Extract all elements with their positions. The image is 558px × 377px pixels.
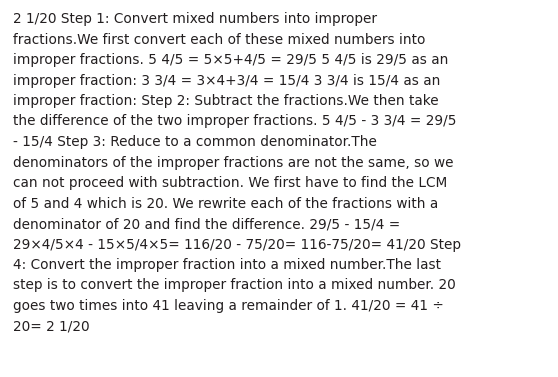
Text: improper fraction: 3 3/4 = 3×4+3/4 = 15/4 3 3/4 is 15/4 as an: improper fraction: 3 3/4 = 3×4+3/4 = 15/… xyxy=(13,74,440,87)
Text: 2 1/20 Step 1: Convert mixed numbers into improper: 2 1/20 Step 1: Convert mixed numbers int… xyxy=(13,12,377,26)
Text: 20= 2 1/20: 20= 2 1/20 xyxy=(13,319,90,334)
Text: denominators of the improper fractions are not the same, so we: denominators of the improper fractions a… xyxy=(13,155,454,170)
Text: goes two times into 41 leaving a remainder of 1. 41/20 = 41 ÷: goes two times into 41 leaving a remaind… xyxy=(13,299,444,313)
Text: improper fraction: Step 2: Subtract the fractions.We then take: improper fraction: Step 2: Subtract the … xyxy=(13,94,439,108)
Text: 4: Convert the improper fraction into a mixed number.The last: 4: Convert the improper fraction into a … xyxy=(13,258,441,272)
Text: can not proceed with subtraction. We first have to find the LCM: can not proceed with subtraction. We fir… xyxy=(13,176,448,190)
Text: 29×4/5×4 - 15×5/4×5= 116/20 - 75/20= 116-75/20= 41/20 Step: 29×4/5×4 - 15×5/4×5= 116/20 - 75/20= 116… xyxy=(13,238,461,251)
Text: denominator of 20 and find the difference. 29/5 - 15/4 =: denominator of 20 and find the differenc… xyxy=(13,217,400,231)
Text: - 15/4 Step 3: Reduce to a common denominator.The: - 15/4 Step 3: Reduce to a common denomi… xyxy=(13,135,377,149)
Text: the difference of the two improper fractions. 5 4/5 - 3 3/4 = 29/5: the difference of the two improper fract… xyxy=(13,115,456,129)
Text: fractions.We first convert each of these mixed numbers into: fractions.We first convert each of these… xyxy=(13,32,425,46)
Text: improper fractions. 5 4/5 = 5×5+4/5 = 29/5 5 4/5 is 29/5 as an: improper fractions. 5 4/5 = 5×5+4/5 = 29… xyxy=(13,53,449,67)
Text: of 5 and 4 which is 20. We rewrite each of the fractions with a: of 5 and 4 which is 20. We rewrite each … xyxy=(13,196,438,210)
Text: step is to convert the improper fraction into a mixed number. 20: step is to convert the improper fraction… xyxy=(13,279,456,293)
